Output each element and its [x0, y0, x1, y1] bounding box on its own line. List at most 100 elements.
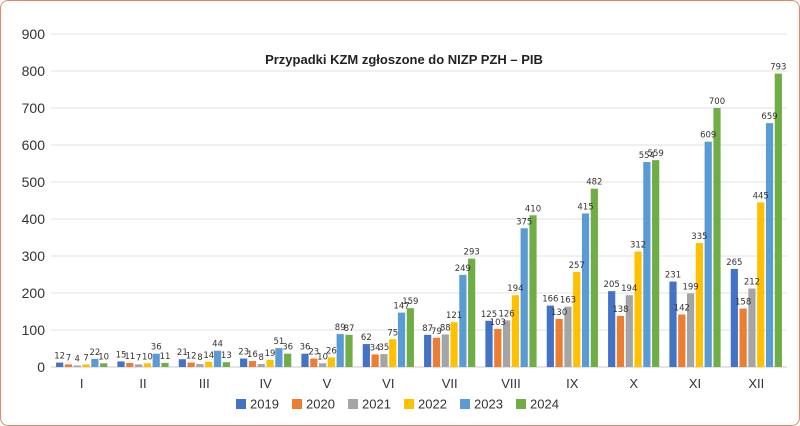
x-tick-label: V: [323, 376, 332, 391]
data-label: 22: [89, 348, 100, 358]
data-label: 12: [54, 352, 65, 362]
data-label: 231: [665, 271, 681, 281]
bar-2020-VII: [432, 337, 441, 367]
grid-layer: [51, 33, 787, 368]
bar-2020-XI: [678, 314, 686, 367]
bars-layer: [56, 73, 782, 367]
data-label: 23: [238, 347, 249, 357]
data-label: 194: [621, 284, 637, 294]
data-label: 147: [393, 302, 409, 312]
data-label: 142: [674, 303, 690, 313]
bar-2023-I: [91, 358, 99, 367]
bar-2023-VII: [459, 274, 467, 367]
x-tick-label: II: [139, 376, 146, 391]
data-label: 8: [197, 353, 202, 363]
data-label: 700: [709, 97, 725, 107]
bar-2022-XII: [757, 202, 765, 367]
data-label: 36: [151, 343, 162, 353]
bar-2024-X: [652, 160, 660, 367]
bar-2021-I: [73, 365, 81, 367]
data-label: 10: [317, 352, 328, 362]
y-tick-label: 500: [22, 174, 46, 190]
bar-2021-VIII: [503, 320, 511, 367]
bar-2019-XI: [669, 281, 677, 367]
bar-2019-VI: [362, 344, 370, 367]
data-label: 194: [507, 284, 523, 294]
legend-label: 2020: [306, 397, 335, 412]
data-label: 482: [586, 178, 602, 188]
x-tick-label: IX: [566, 376, 579, 391]
bar-2020-II: [126, 362, 134, 367]
y-tick-label: 200: [22, 285, 46, 301]
x-tick-label: XI: [689, 376, 701, 391]
bar-2019-I: [56, 362, 64, 367]
y-tick-label: 700: [22, 100, 46, 116]
bar-2022-X: [634, 251, 642, 367]
data-label: 312: [630, 241, 646, 251]
x-tick-label: I: [80, 376, 84, 391]
bar-2024-II: [161, 362, 169, 367]
data-label: 375: [516, 217, 532, 227]
bar-2024-V: [345, 334, 353, 367]
data-label: 121: [446, 311, 462, 321]
bar-2024-VI: [406, 308, 414, 367]
bar-2023-III: [213, 350, 222, 367]
y-tick-label: 400: [22, 211, 46, 227]
data-label: 10: [98, 352, 109, 362]
bar-2019-V: [301, 353, 309, 367]
bar-2022-I: [82, 364, 90, 367]
data-label: 21: [177, 348, 188, 358]
data-label: 4: [75, 355, 80, 365]
data-label: 257: [569, 261, 585, 271]
data-label: 7: [136, 353, 141, 363]
data-label: 130: [551, 308, 567, 318]
data-label: 14: [203, 351, 214, 361]
x-tick-label: VI: [382, 376, 394, 391]
bar-2020-VI: [371, 354, 379, 367]
y-tick-label: 600: [22, 137, 46, 153]
legend-swatch: [516, 399, 526, 409]
bar-2021-XII: [748, 288, 756, 367]
bar-2022-XI: [695, 243, 703, 367]
y-tick-label: 100: [22, 322, 46, 338]
y-tick-label: 800: [22, 63, 46, 79]
bar-2019-II: [117, 361, 125, 367]
x-tick-label: III: [199, 376, 210, 391]
bar-2021-II: [135, 364, 143, 367]
x-axis-ticks: I II III IV V VI VII VIII IX X XI XII: [80, 376, 764, 391]
legend-label: 2021: [362, 397, 391, 412]
legend-swatch: [460, 399, 470, 409]
bar-2019-IV: [240, 358, 248, 367]
bar-2024-XI: [713, 108, 721, 367]
data-label: 559: [648, 149, 664, 159]
data-label: 265: [726, 258, 742, 268]
data-label: 659: [761, 112, 777, 122]
data-label: 51: [273, 337, 284, 347]
data-label: 199: [682, 282, 698, 292]
data-label: 36: [282, 343, 293, 353]
data-label: 159: [402, 297, 418, 307]
data-label: 10: [142, 352, 153, 362]
data-label: 249: [455, 264, 471, 274]
bar-2021-III: [196, 364, 204, 367]
data-label: 205: [604, 280, 620, 290]
x-tick-label: IV: [260, 376, 273, 391]
bar-2022-VII: [450, 322, 458, 367]
bar-2020-I: [64, 364, 73, 367]
x-tick-label: VIII: [501, 376, 521, 391]
bar-2021-VII: [441, 334, 449, 367]
data-label: 34: [370, 343, 381, 353]
y-tick-label: 900: [22, 26, 46, 42]
bar-2020-V: [310, 358, 318, 367]
bar-2020-VIII: [494, 328, 502, 367]
legend-swatch: [292, 399, 302, 409]
data-label: 75: [387, 328, 398, 338]
x-tick-label: VII: [442, 376, 458, 391]
data-label: 8: [259, 353, 264, 363]
bar-2023-VI: [397, 312, 406, 367]
bar-2020-III: [187, 362, 195, 367]
bar-2023-X: [643, 162, 651, 367]
data-label: 445: [753, 191, 769, 201]
